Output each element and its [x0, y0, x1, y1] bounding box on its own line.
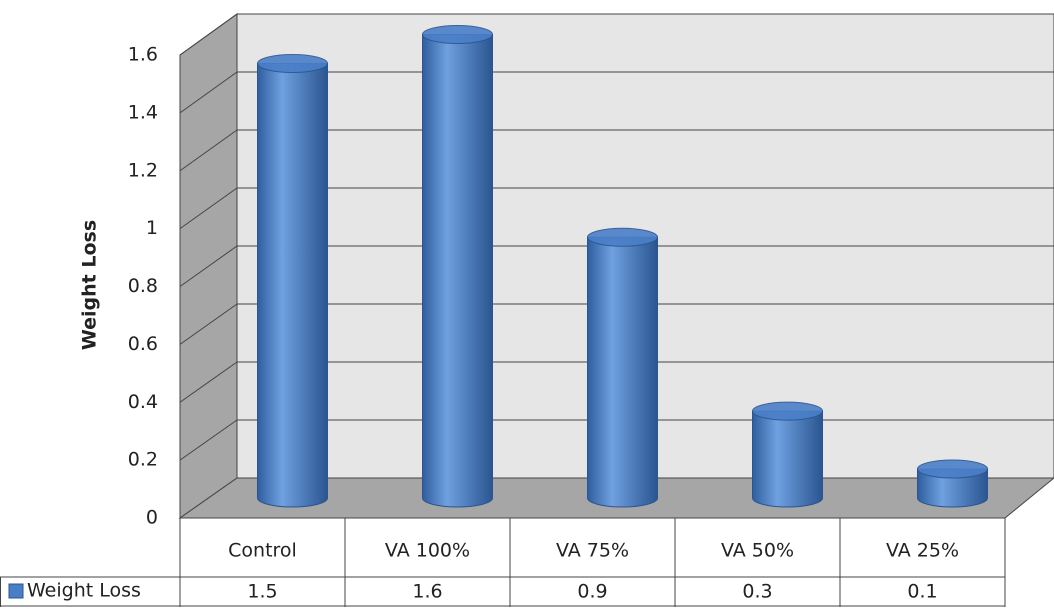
y-tick-label: 0.2 — [128, 449, 158, 471]
table-value: 0.3 — [742, 581, 772, 603]
legend-swatch — [8, 583, 24, 599]
y-tick-label: 1.2 — [128, 159, 158, 181]
y-tick-label: 0.6 — [128, 333, 158, 355]
grid-line — [179, 71, 238, 114]
bar-top — [917, 459, 988, 479]
bar-top — [752, 401, 823, 421]
grid-line — [179, 361, 238, 403]
legend-label: Weight Loss — [27, 580, 141, 602]
table-value: 1.5 — [247, 581, 277, 603]
data-table: Weight Loss — [0, 517, 1005, 607]
y-tick-label: 1.6 — [128, 44, 158, 66]
bar — [587, 236, 658, 508]
table-value: 1.6 — [412, 581, 442, 603]
grid-line — [179, 419, 238, 461]
bar-top — [422, 25, 493, 44]
x-tick-label: VA 75% — [556, 540, 629, 562]
bar — [422, 34, 493, 508]
bar-top — [257, 53, 328, 73]
x-tick-label: VA 25% — [886, 540, 959, 562]
bar — [917, 468, 988, 508]
y-tick-label: 0.4 — [128, 391, 158, 413]
table-value: 0.9 — [577, 581, 607, 603]
table-value: 0.1 — [907, 581, 937, 603]
x-tick-label: VA 50% — [721, 540, 794, 562]
grid-line — [179, 245, 238, 287]
grid-line — [179, 187, 238, 230]
x-tick-label: Control — [228, 540, 297, 562]
bar-top — [587, 227, 658, 247]
bar — [257, 62, 328, 508]
y-axis-title: Weight Loss — [79, 220, 101, 350]
y-tick-label: 1 — [146, 217, 158, 239]
x-tick-label: VA 100% — [385, 540, 470, 562]
y-tick-label: 0.8 — [128, 275, 158, 297]
grid-line — [179, 129, 238, 172]
y-tick-label: 1.4 — [128, 101, 158, 123]
y-tick-label: 0 — [146, 507, 158, 529]
bar — [752, 410, 823, 508]
grid-line — [179, 13, 238, 56]
grid-line — [179, 303, 238, 345]
